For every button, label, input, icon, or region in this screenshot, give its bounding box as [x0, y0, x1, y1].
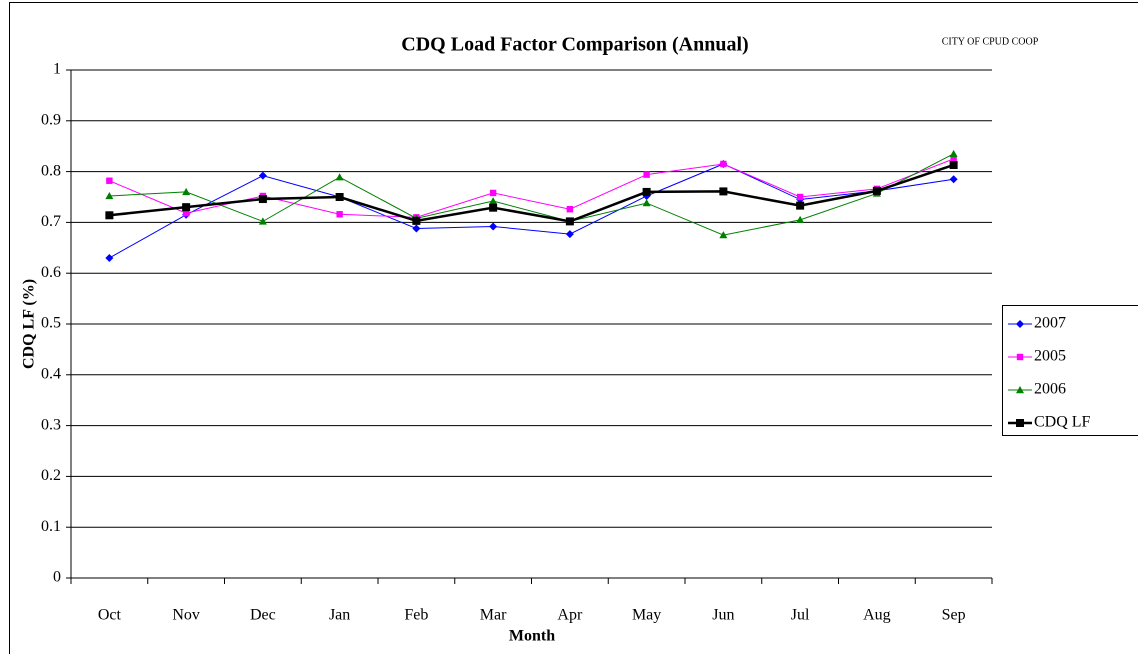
data-point — [642, 199, 651, 207]
y-tick-label: 1 — [53, 61, 61, 78]
series-line — [109, 163, 955, 223]
data-point — [949, 160, 958, 169]
x-tick-label: Feb — [404, 607, 428, 624]
data-point — [796, 193, 804, 201]
chart-border — [9, 2, 1138, 654]
x-tick-label: Jan — [329, 607, 350, 624]
data-point — [949, 175, 958, 184]
legend-label: 2007 — [1034, 315, 1066, 332]
data-point — [565, 230, 574, 239]
x-tick-label: Mar — [480, 607, 507, 624]
legend-marker — [1016, 320, 1024, 328]
x-tick-label: Aug — [863, 607, 891, 624]
data-point — [565, 217, 574, 226]
data-point — [642, 187, 651, 196]
y-tick-label: 0.5 — [41, 315, 61, 332]
data-point — [796, 201, 805, 210]
data-point — [106, 177, 113, 184]
legend-box — [1002, 305, 1138, 436]
y-tick-label: 0.8 — [41, 162, 61, 179]
legend-label: 2006 — [1034, 381, 1066, 398]
data-point — [719, 231, 728, 239]
data-point — [182, 203, 191, 212]
data-point — [412, 224, 421, 233]
data-point — [335, 173, 344, 181]
data-point — [258, 217, 267, 225]
y-tick-label: 0.4 — [41, 365, 61, 382]
y-tick-label: 0.2 — [41, 467, 61, 484]
data-point — [643, 171, 650, 178]
annotation: CITY OF CPUD COOP — [942, 36, 1039, 47]
y-tick-label: 0.6 — [41, 264, 61, 281]
data-point — [950, 155, 957, 163]
x-tick-label: Jul — [791, 607, 810, 624]
data-point — [412, 216, 421, 225]
x-tick-label: Apr — [557, 607, 583, 624]
data-point — [105, 191, 114, 200]
y-tick-label: 0.7 — [41, 213, 61, 230]
series-line — [109, 153, 954, 236]
data-point — [489, 189, 497, 197]
y-tick-label: 0 — [53, 569, 61, 586]
data-point — [489, 222, 498, 231]
series-line — [109, 163, 954, 259]
x-tick-label: Oct — [98, 607, 122, 624]
chart-title: CDQ Load Factor Comparison (Annual) — [401, 34, 748, 56]
series-line — [109, 158, 954, 218]
data-point — [182, 210, 190, 217]
legend-marker — [1016, 353, 1024, 361]
data-point — [489, 203, 498, 212]
data-point — [489, 197, 498, 205]
data-point — [335, 193, 344, 201]
y-tick-label: 0.9 — [41, 111, 61, 128]
data-point — [949, 149, 958, 158]
legend-label: CDQ LF — [1034, 414, 1091, 431]
data-point — [105, 211, 114, 220]
y-axis-label: CDQ LF (%) — [21, 279, 38, 369]
data-point — [336, 211, 343, 218]
data-point — [720, 160, 727, 168]
y-tick-label: 0.1 — [41, 518, 61, 535]
data-point — [182, 187, 191, 196]
y-tick-label: 0.3 — [41, 416, 61, 433]
x-tick-label: Jun — [712, 607, 734, 624]
x-tick-label: Sep — [942, 607, 966, 624]
data-point — [258, 195, 267, 204]
legend-marker — [1016, 419, 1024, 427]
data-point — [796, 215, 805, 224]
x-axis-label: Month — [509, 628, 555, 645]
data-point — [258, 171, 267, 180]
data-point — [719, 187, 728, 196]
x-tick-label: Nov — [172, 607, 200, 624]
data-point — [105, 253, 114, 262]
data-point — [566, 205, 574, 213]
data-point — [872, 186, 881, 195]
x-tick-label: Dec — [250, 607, 276, 624]
legend-label: 2005 — [1034, 348, 1066, 365]
legend-marker — [1016, 386, 1024, 394]
x-tick-label: May — [632, 607, 661, 624]
